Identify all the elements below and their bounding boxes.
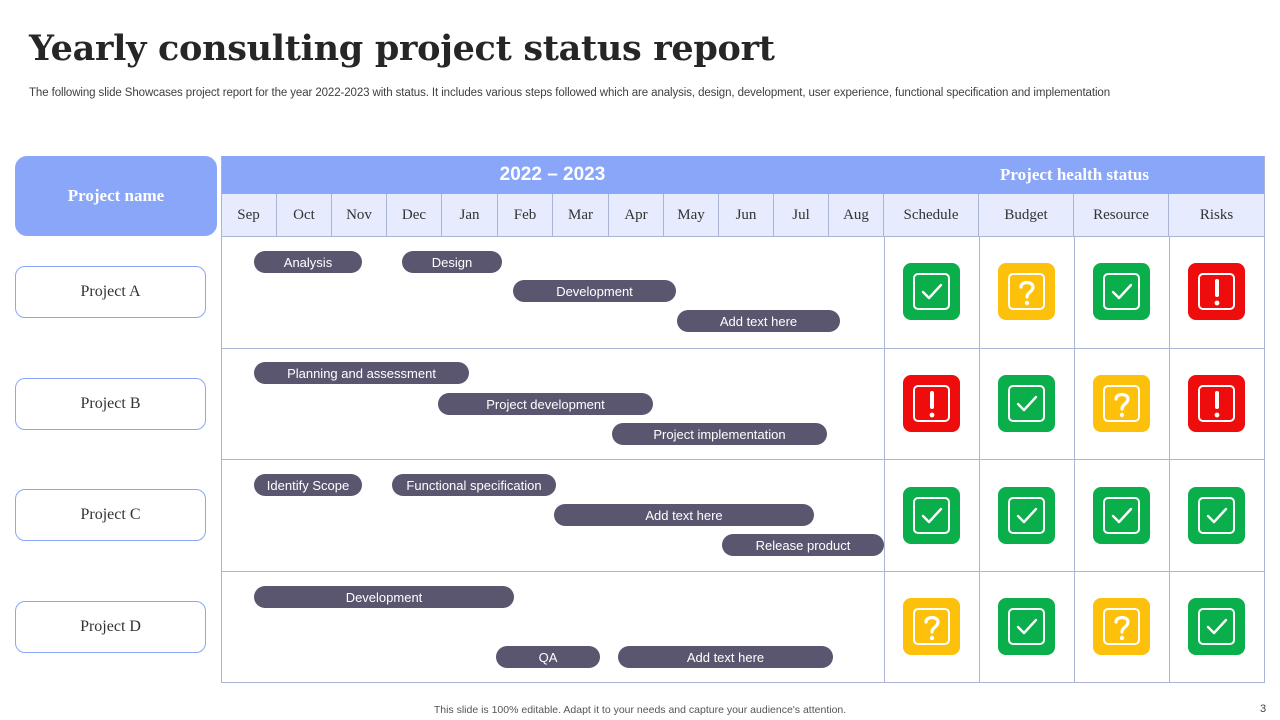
task-bar: Design <box>402 251 502 273</box>
grid-border-bottom <box>221 682 1265 683</box>
footer-note: This slide is 100% editable. Adapt it to… <box>433 704 847 716</box>
month-may: May <box>664 194 719 236</box>
month-mar: Mar <box>553 194 609 236</box>
status-schedule-ok <box>903 487 960 544</box>
month-jun: Jun <box>719 194 774 236</box>
status-risks-ok <box>1188 598 1245 655</box>
task-bar: QA <box>496 646 600 668</box>
check-icon <box>1103 497 1140 534</box>
month-oct: Oct <box>277 194 332 236</box>
task-bar: Identify Scope <box>254 474 362 496</box>
page-number: 3 <box>1260 703 1267 715</box>
task-bar: Release product <box>722 534 884 556</box>
status-resource-warning <box>1093 598 1150 655</box>
grid-row-line <box>221 236 1265 237</box>
grid-row-line <box>221 459 1265 460</box>
check-icon <box>913 273 950 310</box>
check-icon <box>1008 385 1045 422</box>
status-budget-ok <box>998 375 1055 432</box>
task-bar: Add text here <box>618 646 833 668</box>
check-icon <box>1198 608 1235 645</box>
month-nov: Nov <box>332 194 387 236</box>
month-dec: Dec <box>387 194 442 236</box>
check-icon <box>1008 497 1045 534</box>
task-bar: Development <box>513 280 676 302</box>
check-icon <box>1198 497 1235 534</box>
project-d-label: Project D <box>15 601 206 653</box>
task-bar: Functional specification <box>392 474 556 496</box>
page-subtitle: The following slide Showcases project re… <box>29 87 1110 99</box>
check-icon <box>1103 273 1140 310</box>
task-bar: Project development <box>438 393 653 415</box>
status-schedule-ok <box>903 263 960 320</box>
status-budget-ok <box>998 487 1055 544</box>
health-col-budget: Budget <box>979 194 1074 236</box>
status-risks-critical <box>1188 263 1245 320</box>
month-aug: Aug <box>829 194 884 236</box>
status-schedule-warning <box>903 598 960 655</box>
grid-row-line <box>221 348 1265 349</box>
check-icon <box>1008 608 1045 645</box>
health-col-schedule: Schedule <box>884 194 979 236</box>
check-icon <box>913 497 950 534</box>
task-bar: Add text here <box>677 310 840 332</box>
exclamation-icon <box>1198 385 1235 422</box>
status-budget-ok <box>998 598 1055 655</box>
status-schedule-critical <box>903 375 960 432</box>
month-feb: Feb <box>498 194 553 236</box>
task-bar: Development <box>254 586 514 608</box>
question-icon <box>913 608 950 645</box>
task-bar: Analysis <box>254 251 362 273</box>
status-resource-warning <box>1093 375 1150 432</box>
status-risks-ok <box>1188 487 1245 544</box>
project-c-label: Project C <box>15 489 206 541</box>
project-a-label: Project A <box>15 266 206 318</box>
month-sep: Sep <box>221 194 277 236</box>
task-bar: Add text here <box>554 504 814 526</box>
project-name-header: Project name <box>15 156 217 236</box>
question-icon <box>1103 608 1140 645</box>
health-col-risks: Risks <box>1169 194 1265 236</box>
grid-border-left <box>221 156 222 683</box>
task-bar: Project implementation <box>612 423 827 445</box>
month-jan: Jan <box>442 194 498 236</box>
page-title: Yearly consulting project status report <box>29 28 775 69</box>
exclamation-icon <box>913 385 950 422</box>
status-resource-ok <box>1093 263 1150 320</box>
task-bar: Planning and assessment <box>254 362 469 384</box>
status-budget-warning <box>998 263 1055 320</box>
month-apr: Apr <box>609 194 664 236</box>
year-header: 2022 – 2023 <box>499 164 606 185</box>
question-icon <box>1008 273 1045 310</box>
month-jul: Jul <box>774 194 829 236</box>
health-col-resource: Resource <box>1074 194 1169 236</box>
health-status-header: Project health status <box>1000 165 1149 184</box>
exclamation-icon <box>1198 273 1235 310</box>
status-risks-critical <box>1188 375 1245 432</box>
status-resource-ok <box>1093 487 1150 544</box>
grid-border-right <box>1264 156 1265 683</box>
question-icon <box>1103 385 1140 422</box>
project-b-label: Project B <box>15 378 206 430</box>
timeline-header-band <box>221 156 1265 194</box>
grid-row-line <box>221 571 1265 572</box>
